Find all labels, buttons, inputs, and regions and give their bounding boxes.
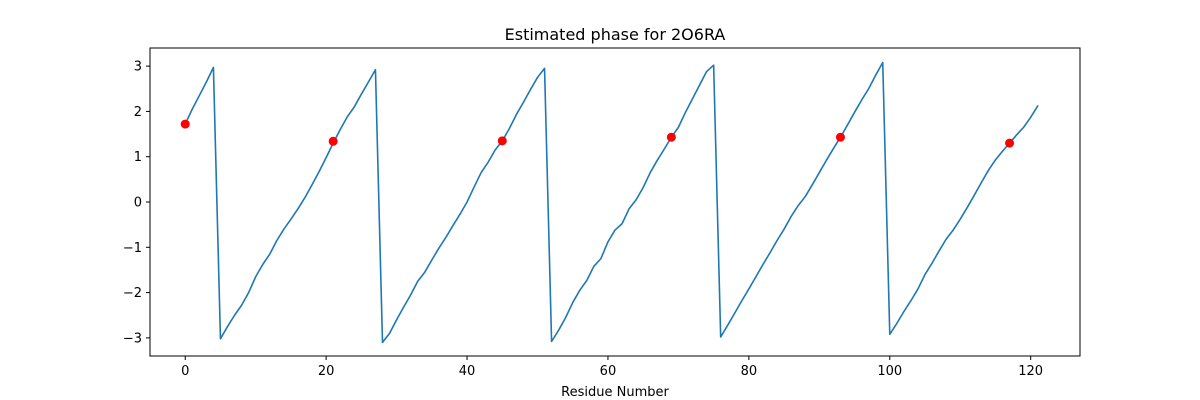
- y-tick-label: −3: [123, 331, 142, 346]
- phase-marker-point: [328, 136, 338, 146]
- y-tick-label: 1: [134, 150, 142, 165]
- y-tick-label: 0: [134, 196, 142, 211]
- plot-area: [180, 61, 1039, 344]
- y-tick-label: 3: [134, 60, 142, 75]
- phase-marker-point: [497, 136, 507, 146]
- x-axis-label: Residue Number: [561, 385, 669, 400]
- x-tick-label: 20: [318, 364, 335, 379]
- phase-line: [184, 61, 1039, 344]
- x-tick-label: 40: [459, 364, 476, 379]
- x-tick-label: 80: [741, 364, 758, 379]
- y-tick-label: 2: [134, 105, 142, 120]
- chart-title: Estimated phase for 2O6RA: [505, 25, 726, 44]
- x-axis-ticks: 0 20 40 60 80 100 120: [181, 356, 1043, 379]
- phase-marker-point: [666, 132, 676, 142]
- x-tick-label: 120: [1018, 364, 1043, 379]
- x-tick-label: 0: [181, 364, 189, 379]
- phase-marker-point: [835, 132, 845, 142]
- y-axis-ticks: −3 −2 −1 0 1 2 3: [123, 60, 150, 346]
- y-tick-label: −1: [123, 241, 142, 256]
- phase-marker-point: [180, 119, 190, 129]
- x-tick-label: 60: [600, 364, 617, 379]
- x-tick-label: 100: [877, 364, 902, 379]
- axes: 0 20 40 60 80 100 120 −3 −2 −1 0 1 2 3: [123, 47, 1081, 379]
- phase-marker-point: [1005, 138, 1015, 148]
- y-tick-label: −2: [123, 286, 142, 301]
